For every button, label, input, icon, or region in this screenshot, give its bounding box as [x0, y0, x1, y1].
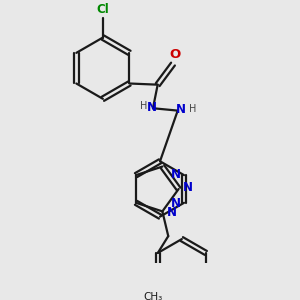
Text: N: N: [170, 197, 181, 210]
Text: N: N: [183, 181, 193, 194]
Text: N: N: [167, 206, 176, 219]
Text: N: N: [170, 168, 181, 181]
Text: N: N: [176, 103, 186, 116]
Text: CH₃: CH₃: [144, 292, 163, 300]
Text: Cl: Cl: [97, 3, 109, 16]
Text: N: N: [147, 100, 157, 114]
Text: H: H: [189, 104, 197, 114]
Text: H: H: [140, 101, 147, 112]
Text: O: O: [170, 47, 181, 61]
